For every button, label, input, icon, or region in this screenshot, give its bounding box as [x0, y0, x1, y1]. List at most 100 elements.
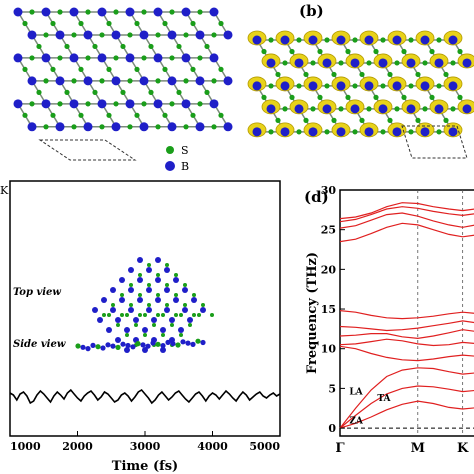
inset-s-atom [165, 303, 169, 307]
s-atom [380, 83, 386, 89]
s-atom [22, 112, 28, 118]
s-atom [289, 48, 295, 55]
b-atom [322, 104, 332, 114]
inset-b-atom [173, 277, 179, 283]
phonon-band [339, 222, 474, 243]
s-atom [211, 124, 217, 130]
side-view-atom [110, 343, 116, 349]
isosurface-lattice [247, 30, 474, 138]
b-atom [266, 104, 276, 114]
inset-b-atom [164, 267, 170, 273]
s-atom [85, 101, 91, 107]
s-atom [401, 94, 407, 100]
b-atom [336, 127, 346, 137]
s-atom [71, 32, 77, 38]
s-atom [422, 106, 428, 112]
phonon-mode-label: LA [349, 388, 363, 398]
b-atom [209, 53, 219, 63]
s-atom [450, 106, 456, 112]
inset-b-atom [128, 267, 134, 273]
s-atom [324, 37, 330, 43]
inset-b-atom [155, 277, 161, 283]
inset-b-atom [110, 287, 116, 293]
phonon-chart: (d) 0 5 10 15 20 25 30 Γ M K LA TA ZA Frequency (T… [304, 184, 474, 456]
b-atom [153, 99, 163, 109]
b-atom [55, 30, 65, 40]
s-atom [99, 78, 105, 84]
b-atom [392, 127, 402, 137]
b-atom [350, 104, 360, 114]
b-atom [69, 53, 79, 63]
phonon-y-axis-title: Frequency (THz) [305, 252, 320, 374]
inset-b-atom [146, 267, 152, 273]
b-atom [83, 76, 93, 86]
s-atom [155, 78, 161, 84]
b-atom [322, 58, 332, 68]
b-atom [125, 7, 135, 17]
md-plot-frame [9, 180, 281, 437]
inset-s-atom [125, 313, 129, 317]
b-atom [364, 81, 374, 91]
s-atom [64, 89, 70, 95]
b-atom [125, 53, 135, 63]
inset-b-atom [137, 257, 143, 263]
inset-s-atom [147, 303, 151, 307]
md-corner-text: K [0, 184, 9, 197]
s-atom [275, 117, 281, 123]
inset-b-atom [97, 317, 103, 323]
inset-s-atom [120, 313, 124, 317]
side-view-atom [140, 342, 146, 348]
s-atom [261, 94, 267, 100]
s-atom [134, 112, 140, 118]
inset-s-atom [201, 303, 205, 307]
inset-s-atom [170, 323, 174, 327]
inset-b-atom [137, 297, 143, 303]
side-view-atom [100, 345, 106, 351]
b-atom [364, 35, 374, 45]
inset-s-atom [188, 323, 192, 327]
s-atom [183, 124, 189, 130]
s-atom [197, 101, 203, 107]
b-atom [434, 104, 444, 114]
inset-s-atom [152, 323, 156, 327]
panel-d-phonon: (d) 0 5 10 15 20 25 30 Γ M K LA TA ZA Frequency (T… [300, 180, 474, 474]
s-atom [36, 43, 42, 50]
b-atom [27, 122, 37, 132]
s-atom [401, 48, 407, 55]
b-atom [83, 30, 93, 40]
s-atom [429, 48, 435, 55]
s-atom [218, 20, 224, 27]
b-atom [153, 7, 163, 17]
legend-s-label: S [181, 144, 189, 157]
s-atom [71, 78, 77, 84]
b-atom [195, 122, 205, 132]
inset-s-atom [147, 263, 151, 267]
phonon-band [339, 329, 474, 340]
s-atom [113, 101, 119, 107]
b-atom [420, 35, 430, 45]
s-atom [415, 71, 421, 78]
s-atom [29, 55, 35, 61]
inset-b-atom [200, 307, 206, 313]
b-atom [392, 81, 402, 91]
inset-s-atom [138, 313, 142, 317]
inset-b-atom [115, 337, 121, 343]
s-atom [92, 43, 98, 50]
side-view-atom [130, 344, 136, 350]
inset-s-atom [197, 313, 201, 317]
phonon-mode-label: ZA [349, 416, 364, 426]
b-atom [209, 99, 219, 109]
md-x-axis-title: Time (fs) [112, 459, 178, 474]
s-atom [324, 129, 330, 135]
s-atom [29, 101, 35, 107]
side-view-atom [190, 341, 196, 347]
phonon-band [339, 206, 474, 223]
s-atom [268, 83, 274, 89]
b-atom [111, 30, 121, 40]
inset-b-atom [182, 307, 188, 313]
s-atom [155, 124, 161, 130]
inset-s-atom [125, 333, 129, 337]
inset-b-atom [146, 287, 152, 293]
inset-b-atom [106, 327, 112, 333]
